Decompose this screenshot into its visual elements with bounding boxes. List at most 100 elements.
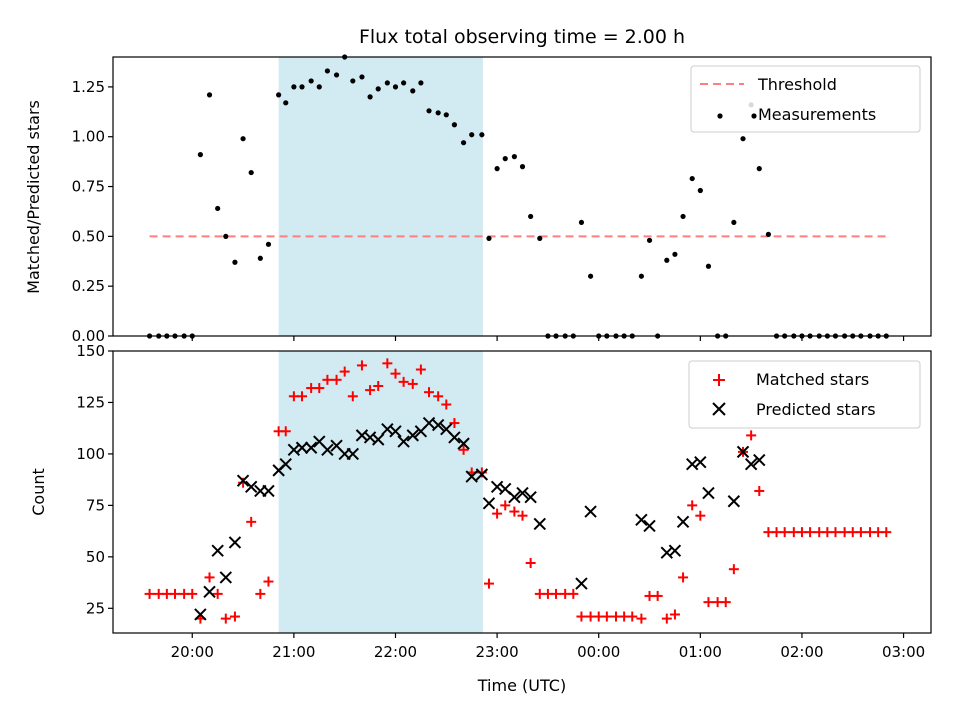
predicted-star-point <box>372 433 385 446</box>
matched-star-point <box>433 391 444 402</box>
matched-star-point <box>500 500 511 511</box>
measurement-point <box>587 273 594 279</box>
matched-star-point <box>695 510 706 521</box>
matched-star-point <box>805 527 816 538</box>
matched-star-point <box>830 527 841 538</box>
matched-star-point <box>263 576 274 587</box>
measurement-point <box>479 132 485 138</box>
matched-star-point <box>652 590 663 601</box>
x-tick-label: 03:00 <box>882 643 925 661</box>
predicted-star-point <box>236 474 250 487</box>
matched-star-point <box>720 597 731 608</box>
counts-y-axis-label: Count <box>29 468 48 516</box>
y-tick-label: 1.25 <box>72 78 105 96</box>
matched-star-point <box>855 527 866 538</box>
predicted-star-point <box>635 513 648 526</box>
predicted-star-point <box>736 445 750 459</box>
matched-star-point <box>525 558 536 569</box>
measurement-point <box>537 235 543 241</box>
predicted-stars-series <box>194 416 766 621</box>
predicted-star-point <box>389 425 402 438</box>
y-tick-label: 75 <box>86 496 105 514</box>
measurement-point <box>240 136 246 142</box>
matched-star-point <box>339 366 350 377</box>
matched-star-point <box>382 358 393 369</box>
predicted-star-point <box>668 544 682 557</box>
measurement-point <box>689 175 695 182</box>
matched-star-point <box>669 609 680 620</box>
measurement-point <box>248 169 254 176</box>
matched-star-point <box>347 391 358 402</box>
matched-star-point <box>678 572 689 583</box>
measurement-point <box>223 233 229 239</box>
predicted-star-point <box>397 435 410 448</box>
matched-star-point <box>356 360 367 371</box>
y-tick-label: 1.00 <box>72 128 105 146</box>
predicted-star-point <box>524 490 537 504</box>
y-tick-label: 100 <box>76 445 105 463</box>
measurement-point <box>511 154 517 160</box>
measurement-point <box>276 92 282 98</box>
predicted-star-point <box>321 443 334 457</box>
measurement-point <box>638 273 644 279</box>
matched-star-point <box>424 387 435 398</box>
matched-star-point <box>169 588 180 599</box>
predicted-star-point <box>203 585 216 599</box>
ratio-highlight-span <box>278 57 483 336</box>
matched-star-point <box>779 527 790 538</box>
matched-star-point <box>517 510 528 521</box>
legend-predicted-swatch <box>712 402 726 416</box>
matched-star-point <box>314 383 325 394</box>
measurement-point <box>664 257 670 263</box>
matched-star-point <box>746 430 757 441</box>
y-tick-label: 125 <box>76 393 105 411</box>
counts-y-axis: 25 50 75 100 125 150 <box>76 342 113 617</box>
predicted-star-point <box>465 470 478 483</box>
predicted-star-point <box>533 517 546 531</box>
measurement-point <box>299 84 305 90</box>
predicted-star-point <box>516 486 529 500</box>
matched-star-point <box>373 380 384 391</box>
matched-star-point <box>458 444 469 455</box>
measurement-point <box>197 152 203 158</box>
x-tick-label: 01:00 <box>679 643 722 661</box>
predicted-star-point <box>431 418 445 432</box>
counts-panel: 25 50 75 100 125 150 20:00 21:00 22:00 23:00 00:0… <box>29 342 932 695</box>
matched-star-point <box>568 588 579 599</box>
matched-star-point <box>255 588 266 599</box>
predicted-star-point <box>262 484 275 498</box>
measurement-point <box>257 255 263 261</box>
ratio-legend: Threshold Measurements <box>690 65 921 133</box>
matched-star-point <box>398 376 409 387</box>
predicted-star-point <box>727 495 741 508</box>
matched-star-point <box>601 611 612 622</box>
legend-matched-swatch <box>713 374 725 386</box>
measurement-point <box>333 72 340 78</box>
predicted-star-point <box>304 441 318 454</box>
ratio-panel: 0.00 0.25 0.50 0.75 1.00 1.25 Matched/Predict… <box>24 54 932 345</box>
predicted-star-point <box>295 441 309 454</box>
measurement-point <box>375 86 381 92</box>
measurement-point <box>486 235 492 241</box>
matched-star-point <box>390 368 401 379</box>
measurement-point <box>308 78 314 84</box>
predicted-star-point <box>422 416 436 430</box>
matched-star-point <box>187 588 198 599</box>
measurement-point <box>283 100 289 106</box>
ratio-frame <box>112 56 932 337</box>
measurement-point <box>672 251 678 257</box>
measurement-point <box>756 166 762 172</box>
ratio-y-axis: 0.00 0.25 0.50 0.75 1.00 1.25 <box>72 78 113 345</box>
y-tick-label: 25 <box>86 599 105 617</box>
legend-threshold-label: Threshold <box>757 75 837 94</box>
predicted-star-point <box>490 480 504 494</box>
counts-legend: Matched stars Predicted stars <box>688 360 921 429</box>
predicted-star-point <box>211 544 224 557</box>
matched-star-point <box>754 485 765 496</box>
measurement-point <box>443 112 449 118</box>
measurement-point <box>469 132 475 138</box>
measurement-point <box>494 166 500 172</box>
x-tick-label: 21:00 <box>272 643 315 661</box>
matched-star-point <box>881 527 892 538</box>
matched-star-point <box>661 613 672 624</box>
